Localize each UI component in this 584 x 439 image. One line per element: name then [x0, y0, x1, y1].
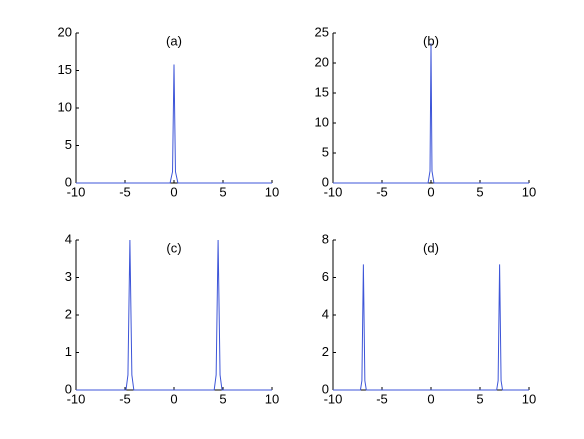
x-tick-label: 10 — [265, 391, 279, 406]
y-tick-label: 1 — [65, 344, 72, 359]
y-tick-label: 10 — [58, 99, 72, 114]
subplot-title: (a) — [166, 33, 182, 48]
y-tick-label: 0 — [65, 381, 72, 396]
x-tick-label: -5 — [376, 391, 388, 406]
x-tick-label: 5 — [219, 184, 226, 199]
subplot-title: (c) — [166, 240, 181, 255]
x-tick-label: 0 — [170, 184, 177, 199]
x-tick-label: 5 — [476, 391, 483, 406]
data-line — [76, 64, 272, 184]
y-tick-label: 2 — [65, 306, 72, 321]
x-tick-label: 0 — [170, 391, 177, 406]
y-tick-label: 0 — [322, 174, 329, 189]
y-tick-label: 0 — [65, 174, 72, 189]
y-tick-label: 4 — [322, 306, 329, 321]
y-tick-label: 15 — [58, 62, 72, 77]
x-tick-label: 10 — [522, 391, 536, 406]
x-tick-label: -5 — [119, 391, 131, 406]
data-line — [76, 239, 272, 391]
x-tick-label: 0 — [427, 184, 434, 199]
x-tick-label: 10 — [265, 184, 279, 199]
y-tick-label: 5 — [322, 144, 329, 159]
x-tick-label: -5 — [119, 184, 131, 199]
y-tick-label: 25 — [315, 24, 329, 39]
x-tick-label: 5 — [219, 391, 226, 406]
data-line — [333, 264, 529, 391]
y-tick-label: 20 — [58, 24, 72, 39]
x-tick-label: -5 — [376, 184, 388, 199]
y-tick-label: 2 — [322, 344, 329, 359]
y-tick-label: 8 — [322, 231, 329, 246]
y-tick-label: 0 — [322, 381, 329, 396]
subplot-title: (d) — [423, 240, 439, 255]
y-tick-label: 5 — [65, 137, 72, 152]
x-tick-label: 10 — [522, 184, 536, 199]
x-tick-label: -10 — [324, 391, 343, 406]
y-tick-label: 10 — [315, 114, 329, 129]
subplot-title: (b) — [423, 33, 439, 48]
x-tick-label: 0 — [427, 391, 434, 406]
x-tick-label: -10 — [67, 184, 86, 199]
y-tick-label: 20 — [315, 54, 329, 69]
x-tick-label: -10 — [67, 391, 86, 406]
y-tick-label: 3 — [65, 269, 72, 284]
x-tick-label: 5 — [476, 184, 483, 199]
data-line — [333, 43, 529, 184]
y-tick-label: 4 — [65, 231, 72, 246]
y-tick-label: 6 — [322, 269, 329, 284]
y-tick-label: 15 — [315, 84, 329, 99]
x-tick-label: -10 — [324, 184, 343, 199]
